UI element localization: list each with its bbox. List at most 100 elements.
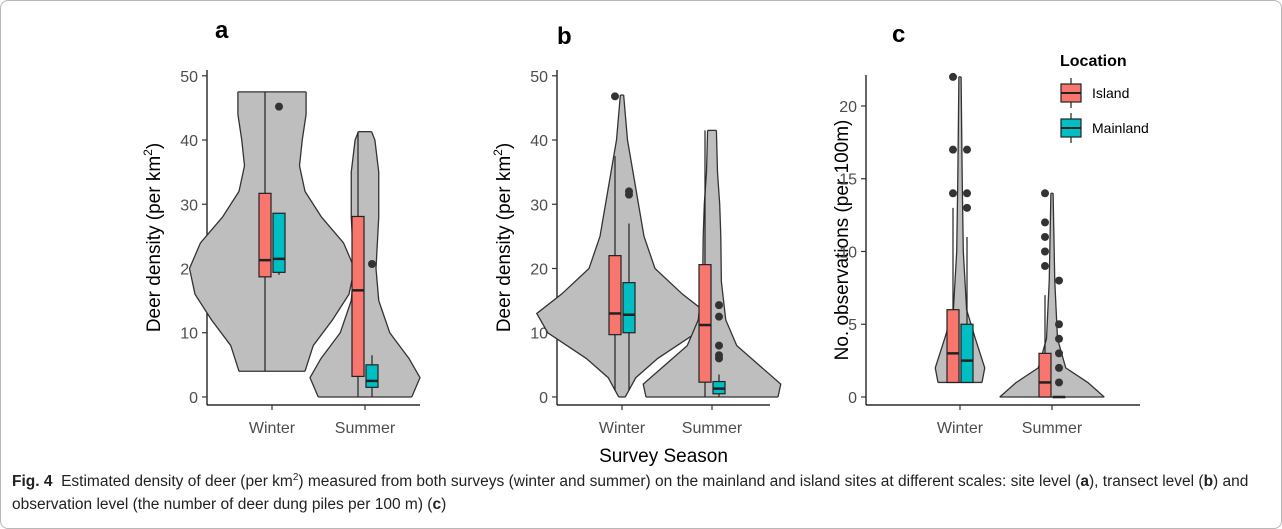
caption-text: ) and observation level (the number of d… xyxy=(12,473,1253,513)
y-tick-label: 10 xyxy=(839,244,857,261)
x-tick-label: Winter xyxy=(937,420,984,437)
y-axis-label-part: ) xyxy=(144,143,165,149)
outlier xyxy=(715,301,723,310)
y-tick-label: 40 xyxy=(530,133,548,150)
panel-label: c xyxy=(892,21,905,48)
y-tick-label: 20 xyxy=(530,261,548,278)
y-axis-label-part: No. observations (per 100m) xyxy=(832,120,853,361)
outlier xyxy=(949,72,957,81)
caption-text: b xyxy=(1203,473,1214,490)
violin xyxy=(370,131,421,398)
box xyxy=(351,215,365,378)
x-axis-label: Survey Season xyxy=(599,446,728,467)
outlier xyxy=(715,341,723,350)
x-tick-label: Winter xyxy=(249,420,296,437)
box xyxy=(960,323,974,384)
y-tick-label: 5 xyxy=(848,317,857,334)
y-axis-label-part: 2 xyxy=(141,149,155,156)
legend-label: Island xyxy=(1092,85,1129,101)
x-tick-label: Summer xyxy=(682,420,743,437)
outlier xyxy=(949,189,957,198)
y-axis-label-part: Deer density (per km xyxy=(494,156,515,332)
outlier xyxy=(1055,320,1063,329)
x-tick-label: Summer xyxy=(335,420,396,437)
y-tick-label: 50 xyxy=(530,69,548,86)
outlier xyxy=(1041,189,1049,198)
box xyxy=(946,309,960,384)
violin-fill xyxy=(622,95,708,397)
outlier xyxy=(625,187,633,196)
box xyxy=(698,264,712,383)
outlier xyxy=(1055,378,1063,387)
caption-text: ), transect level ( xyxy=(1089,473,1204,490)
caption-text: c xyxy=(432,496,442,513)
y-axis-label: Deer density (per km2) xyxy=(141,143,165,332)
violin xyxy=(298,91,356,372)
y-axis-label-part: ) xyxy=(494,143,515,149)
y-axis-label-part: Deer density (per km xyxy=(144,156,165,332)
caption-text: Fig. 4 xyxy=(12,473,53,490)
y-tick-label: 50 xyxy=(180,69,198,86)
violin xyxy=(188,91,246,372)
y-tick-label: 20 xyxy=(839,99,857,116)
y-tick-label: 0 xyxy=(848,390,857,407)
panel-label: b xyxy=(557,23,572,50)
y-tick-label: 40 xyxy=(180,133,198,150)
outlier xyxy=(963,189,971,198)
y-tick-label: 30 xyxy=(530,197,548,214)
box xyxy=(365,364,379,388)
y-tick-label: 15 xyxy=(839,172,857,189)
outlier xyxy=(275,102,283,111)
outlier xyxy=(368,259,376,268)
y-tick-label: 30 xyxy=(180,197,198,214)
panel-label: a xyxy=(215,17,229,44)
outlier xyxy=(1041,247,1049,256)
caption-text: ) measured from both surveys (winter and… xyxy=(298,473,1081,490)
outlier xyxy=(949,145,957,154)
violin-fill xyxy=(1052,193,1105,397)
outlier xyxy=(611,92,619,101)
y-tick-label: 10 xyxy=(530,326,548,343)
box xyxy=(622,282,636,334)
outlier xyxy=(963,145,971,154)
outlier xyxy=(1041,232,1049,241)
outlier xyxy=(1041,262,1049,271)
box xyxy=(1038,352,1052,398)
y-tick-label: 0 xyxy=(539,390,548,407)
violin-fill xyxy=(189,91,272,372)
box xyxy=(272,212,286,273)
caption-text: a xyxy=(1080,473,1089,490)
caption-text: ) xyxy=(441,496,447,513)
outlier xyxy=(1041,218,1049,227)
violin-fill xyxy=(643,130,712,397)
violin-fill xyxy=(712,130,781,397)
caption-text: Estimated density of deer (per km xyxy=(52,473,293,490)
y-axis-label: Deer density (per km2) xyxy=(491,143,515,332)
outlier xyxy=(1055,363,1063,372)
violin xyxy=(623,94,709,398)
y-axis-label: No. observations (per 100m) xyxy=(832,120,853,361)
caption-text: 2 xyxy=(292,471,299,483)
violin xyxy=(715,130,782,398)
y-tick-label: 10 xyxy=(180,326,198,343)
violin-fill xyxy=(272,91,355,372)
outlier xyxy=(1055,334,1063,343)
x-tick-label: Summer xyxy=(1022,420,1083,437)
legend-title: Location xyxy=(1060,53,1127,70)
violin xyxy=(535,94,621,398)
y-axis-label-part: 2 xyxy=(491,149,505,156)
caption: Fig. 4 Estimated density of deer (per km… xyxy=(12,470,1274,516)
legend-label: Mainland xyxy=(1092,120,1149,136)
box xyxy=(258,192,272,278)
outlier xyxy=(963,203,971,212)
y-tick-label: 0 xyxy=(189,390,198,407)
outlier xyxy=(1055,349,1063,358)
outlier xyxy=(715,351,723,360)
outlier xyxy=(1055,276,1063,285)
outlier xyxy=(715,312,723,321)
box xyxy=(608,255,622,336)
violin-fill xyxy=(536,95,622,397)
x-tick-label: Winter xyxy=(599,420,646,437)
